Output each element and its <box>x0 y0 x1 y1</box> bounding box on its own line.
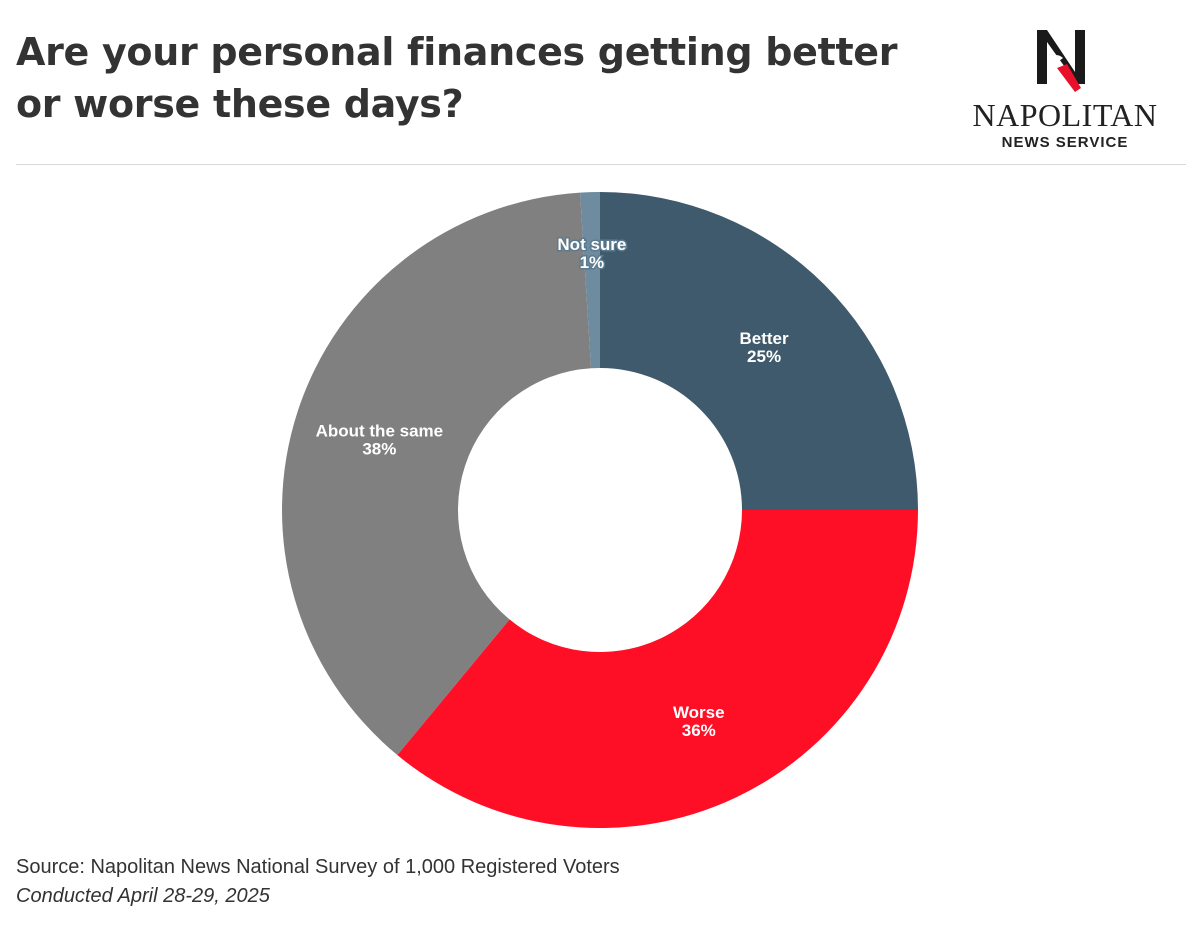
slice-about-the-same <box>282 192 592 756</box>
logo-subtitle: NEWS SERVICE <box>1001 134 1129 151</box>
header-divider <box>16 164 1186 165</box>
slice-label-not-sure: Not sure <box>557 235 626 254</box>
slice-value-worse: 36% <box>682 721 716 740</box>
napolitan-logo: NAPOLITAN NEWS SERVICE <box>960 22 1170 152</box>
slice-not-sure <box>580 192 600 369</box>
slice-worse <box>397 510 918 828</box>
slice-better <box>600 192 918 510</box>
logo-wordmark: NAPOLITAN <box>972 97 1158 133</box>
slice-label-about-the-same: About the same <box>316 421 444 440</box>
slice-label-better: Better <box>739 329 789 348</box>
conducted-date: Conducted April 28-29, 2025 <box>16 885 270 907</box>
slice-value-not-sure: 1% <box>580 253 605 272</box>
slice-label-worse: Worse <box>673 703 725 722</box>
slice-value-about-the-same: 38% <box>362 439 396 458</box>
slice-value-better: 25% <box>747 347 781 366</box>
chart-title: Are your personal finances getting bette… <box>16 30 898 126</box>
source-note: Source: Napolitan News National Survey o… <box>16 856 620 878</box>
napolitan-n-eagle-icon <box>1037 30 1085 92</box>
